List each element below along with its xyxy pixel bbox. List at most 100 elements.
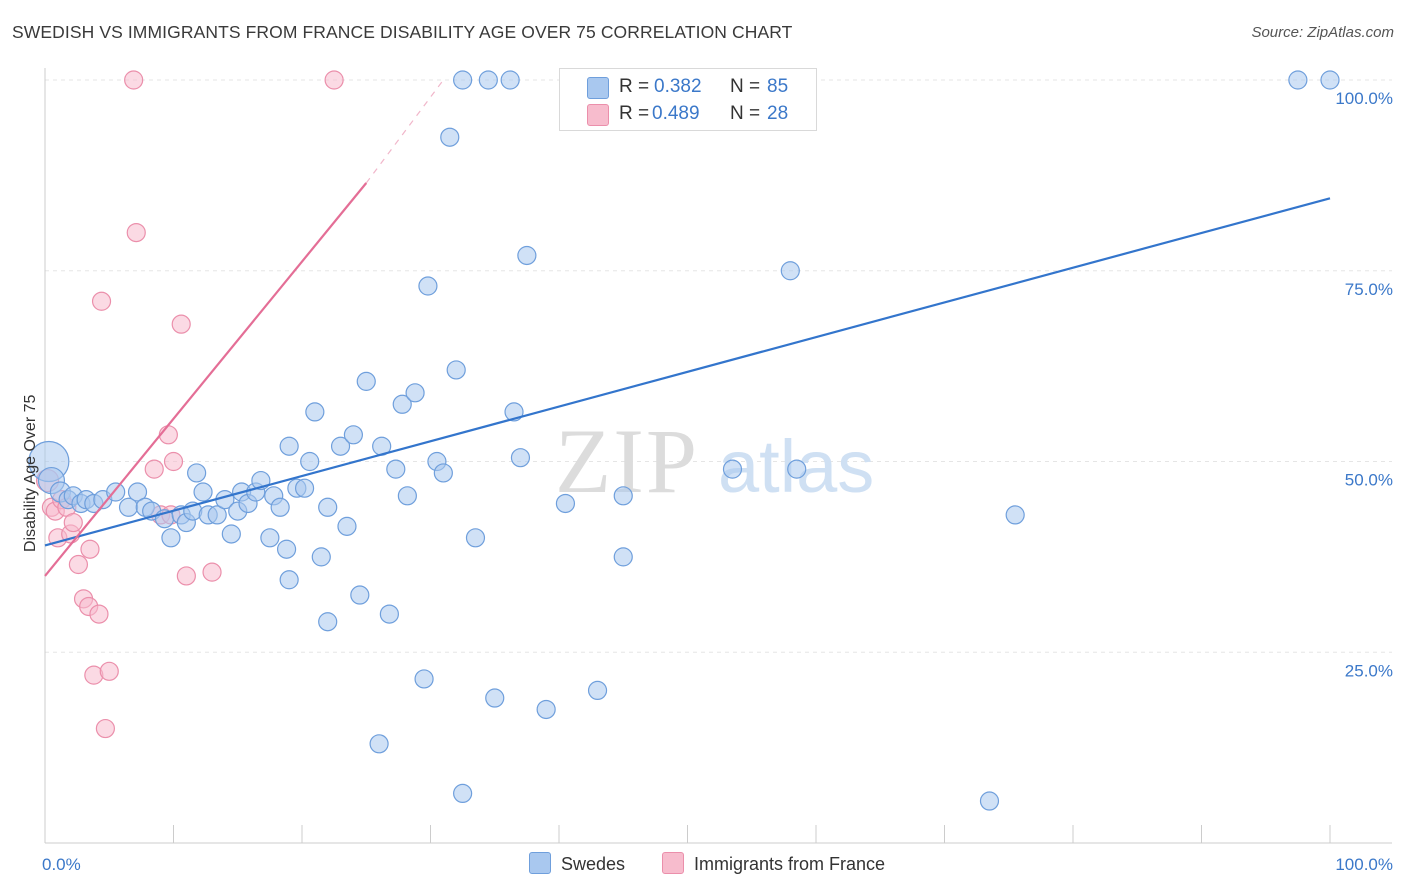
france-point	[99, 661, 119, 681]
swedes-legend-label: Swedes	[561, 854, 626, 874]
swedes-point	[270, 497, 290, 517]
swedes-point	[979, 791, 1000, 811]
y-axis-label: Disability Age Over 75	[22, 394, 39, 552]
swedes-point	[161, 528, 181, 548]
source-label: Source: ZipAtlas.com	[1251, 24, 1394, 41]
swedes-point	[478, 70, 498, 90]
swedes-point	[440, 127, 460, 147]
legend-r-label: R =	[619, 103, 650, 124]
france-point	[68, 554, 89, 575]
swedes-point	[453, 70, 473, 90]
y-tick-label: 50.0%	[1345, 471, 1393, 490]
swedes-point	[587, 680, 608, 701]
swedes-point	[613, 547, 633, 567]
swedes-point	[193, 482, 213, 502]
swedes-point	[187, 463, 207, 483]
swedes-point	[318, 612, 338, 632]
swedes-point	[485, 688, 505, 708]
france-point	[158, 425, 178, 445]
swedes-trend-line	[44, 197, 1331, 547]
swedes-point	[369, 734, 389, 754]
france-point	[144, 459, 164, 479]
swedes-point	[453, 783, 473, 804]
france-point	[63, 512, 83, 533]
legend-row-france: R = 0.489 N = 28	[560, 100, 816, 128]
france-point	[95, 718, 115, 739]
legend-r-value: 0.382	[654, 76, 702, 97]
swedes-points	[28, 70, 1340, 811]
swedes-point	[722, 459, 743, 479]
swedes-point	[536, 699, 556, 720]
swedes-point	[343, 425, 363, 445]
swedes-point	[337, 516, 357, 536]
swedes-point	[418, 276, 438, 296]
swedes-legend-swatch	[529, 852, 551, 874]
swedes-point	[405, 383, 425, 403]
swedes-point	[279, 570, 299, 590]
swedes-point	[787, 459, 807, 479]
swedes-point	[221, 524, 241, 544]
swedes-point	[500, 70, 520, 90]
y-tick-label: 75.0%	[1345, 280, 1393, 299]
swedes-point	[311, 547, 331, 567]
france-point	[171, 314, 191, 334]
x-tick-labels: 0.0% 100.0%	[42, 855, 1393, 874]
swedes-point	[379, 604, 399, 624]
swedes-point	[446, 360, 466, 380]
france-swatch	[587, 104, 609, 126]
chart-title: SWEDISH VS IMMIGRANTS FROM FRANCE DISABI…	[12, 22, 793, 42]
swedes-point	[392, 394, 412, 414]
france-point	[126, 223, 146, 243]
swedes-point	[260, 528, 280, 548]
trend-lines	[44, 79, 1331, 577]
swedes-point	[1320, 70, 1340, 90]
swedes-point	[300, 451, 320, 472]
y-tick-labels: 25.0% 50.0% 75.0% 100.0%	[1335, 89, 1393, 680]
legend-n-value: 28	[767, 103, 789, 124]
legend-r-label: R =	[619, 76, 650, 97]
correlation-legend: R = 0.382 N = 85 R = 0.489 N = 28	[559, 68, 817, 131]
swedes-point	[330, 436, 351, 456]
y-tick-label: 100.0%	[1335, 89, 1393, 108]
swedes-point	[276, 539, 297, 559]
bottom-legend-swedes: Swedes	[529, 852, 625, 875]
swedes-point	[465, 528, 486, 548]
france-point	[202, 562, 222, 582]
swedes-point	[414, 669, 434, 689]
swedes-point	[350, 585, 370, 605]
france-point	[80, 539, 100, 559]
grid-lines	[45, 79, 1392, 653]
x-tick-label: 0.0%	[42, 855, 81, 874]
france-legend-swatch	[662, 852, 684, 874]
legend-row-swedes: R = 0.382 N = 85	[560, 73, 816, 101]
legend-r-value: 0.489	[652, 103, 700, 124]
france-trend-extension	[365, 79, 444, 184]
swedes-point	[397, 486, 417, 506]
swedes-point	[780, 261, 800, 281]
swedes-point	[356, 371, 376, 391]
swedes-point	[127, 482, 148, 502]
y-tick-label: 25.0%	[1345, 661, 1393, 680]
x-tick-label: 100.0%	[1335, 855, 1393, 874]
swedes-point	[386, 459, 406, 479]
bottom-legend-france: Immigrants from France	[662, 852, 885, 875]
swedes-point	[207, 505, 227, 525]
swedes-point	[279, 436, 299, 456]
swedes-point	[1288, 70, 1308, 90]
france-point	[176, 566, 196, 586]
france-legend-label: Immigrants from France	[694, 854, 886, 874]
swedes-point	[1005, 505, 1025, 525]
swedes-point	[294, 478, 315, 498]
france-point	[89, 604, 109, 624]
france-point	[91, 291, 112, 311]
legend-n-value: 85	[767, 76, 789, 97]
france-point	[324, 70, 344, 90]
france-trend-line	[44, 182, 368, 577]
swedes-swatch	[587, 77, 609, 99]
france-points	[35, 70, 344, 739]
swedes-point	[510, 448, 531, 468]
swedes-point	[305, 402, 325, 422]
legend-n-label: N =	[730, 103, 761, 124]
swedes-point	[517, 245, 537, 266]
